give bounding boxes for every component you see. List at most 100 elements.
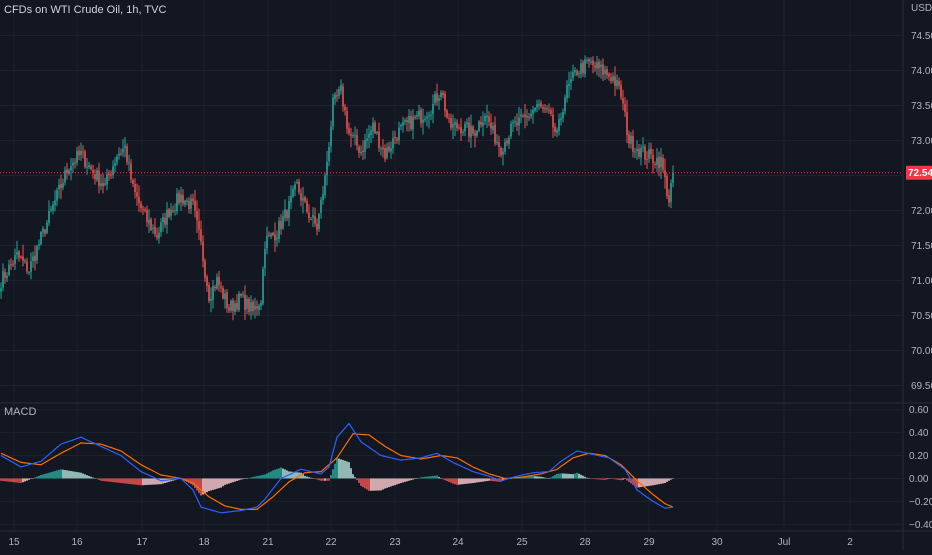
currency-label: USD [911,3,932,14]
macd-histogram-bar [246,478,248,479]
candle-body [164,218,166,225]
macd-axis[interactable]: 0.60 0.40 0.20 0.00 −0.20 −0.40 [909,405,932,531]
candle-body [330,127,332,146]
macd-histogram-bar [610,478,612,479]
macd-histogram-bar [34,477,36,478]
macd-histogram-bar [322,478,324,480]
candle-body [0,288,2,292]
macd-histogram-bar [104,478,106,481]
macd-histogram-bar [256,476,258,478]
macd-histogram-bar [270,471,272,478]
candle-body [542,107,544,109]
macd-histogram-bar [252,477,254,478]
candle-body [252,301,254,311]
macd-histogram-bar [340,459,342,478]
macd-histogram-bar [598,478,600,479]
macd-histogram-bar [412,478,414,479]
candle-body [566,85,568,98]
last-price-label: 72.54 [908,168,932,179]
candle-body [354,135,356,136]
candle-body [616,80,618,86]
candle-body [34,256,36,261]
candle-body [660,157,662,167]
time-tick-label: 28 [579,537,591,548]
candle-body [324,176,326,195]
candle-body [310,219,312,220]
macd-histogram-bar [74,472,76,479]
macd-histogram-bar [372,478,374,490]
macd-histogram-bar [594,478,596,479]
macd-histogram-bar [72,471,74,478]
macd-histogram-bar [654,478,656,484]
candle-body [522,116,524,117]
candle-body [148,220,150,223]
macd-histogram-bar [472,478,474,483]
macd-histogram-bar [214,478,216,489]
candle-body [272,233,274,235]
candle-body [380,148,382,149]
candle-body [180,194,182,202]
macd-histogram-bar [28,478,30,479]
time-axis[interactable]: 15 16 17 18 21 22 23 24 25 28 29 30 Jul 2 [8,537,853,548]
candle-body [510,123,512,136]
candle-body [466,123,468,124]
price-tick-label: 74.50 [911,31,932,42]
macd-histogram-bar [432,476,434,479]
macd-histogram-bar [376,478,378,490]
candle-body [146,210,148,222]
candle-body [532,110,534,114]
macd-histogram-bar [462,478,464,484]
macd-histogram-bar [66,470,68,478]
macd-histogram-bar [428,476,430,478]
macd-histogram-bar [250,477,252,478]
macd-histogram-bar [460,478,462,484]
macd-histogram-bar [88,476,90,479]
candle-body [14,255,16,264]
candle-body [398,128,400,141]
macd-histogram-bar [36,477,38,479]
macd-histogram-bar [662,478,664,483]
macd-histogram-bar [128,478,130,483]
macd-histogram-bar [40,475,42,478]
macd-histogram-bar [232,478,234,482]
candle-body [178,193,180,204]
candle-body [334,94,336,98]
macd-histogram-bar [314,478,316,479]
candle-body [160,222,162,232]
candle-body [268,235,270,236]
candle-body [368,134,370,138]
candle-body [28,272,30,273]
candle-body [220,287,222,288]
price-tick-label: 73.00 [911,136,932,147]
macd-histogram-bar [320,478,322,480]
macd-histogram-bar [422,477,424,478]
macd-histogram-bar [266,473,268,478]
macd-histogram-bar [308,477,310,478]
macd-histogram-bar [368,478,370,490]
macd-histogram-bar [438,477,440,478]
candle-body [464,124,466,131]
candle-body [282,216,284,228]
macd-histogram-bar [278,468,280,478]
candle-body [670,183,672,202]
candle-body [54,201,56,206]
candle-body [284,209,286,218]
candle-body [480,122,482,125]
candle-body [404,120,406,122]
macd-histogram-bar [32,478,34,479]
macd-histogram-bar [116,478,118,482]
candle-body [280,221,282,229]
candle-body [454,122,456,125]
macd-histogram-bar [384,478,386,488]
price-axis[interactable]: 74.5074.0073.5073.0072.5072.0071.5071.00… [906,3,932,392]
macd-histogram-bar [242,478,244,479]
macd-histogram-bar [50,472,52,478]
candle-body [470,126,472,138]
macd-histogram-bar [56,470,58,478]
candle-body [526,116,528,117]
candle-body [580,64,582,75]
macd-histogram-bar [286,470,288,478]
macd-histogram-bar [390,478,392,486]
